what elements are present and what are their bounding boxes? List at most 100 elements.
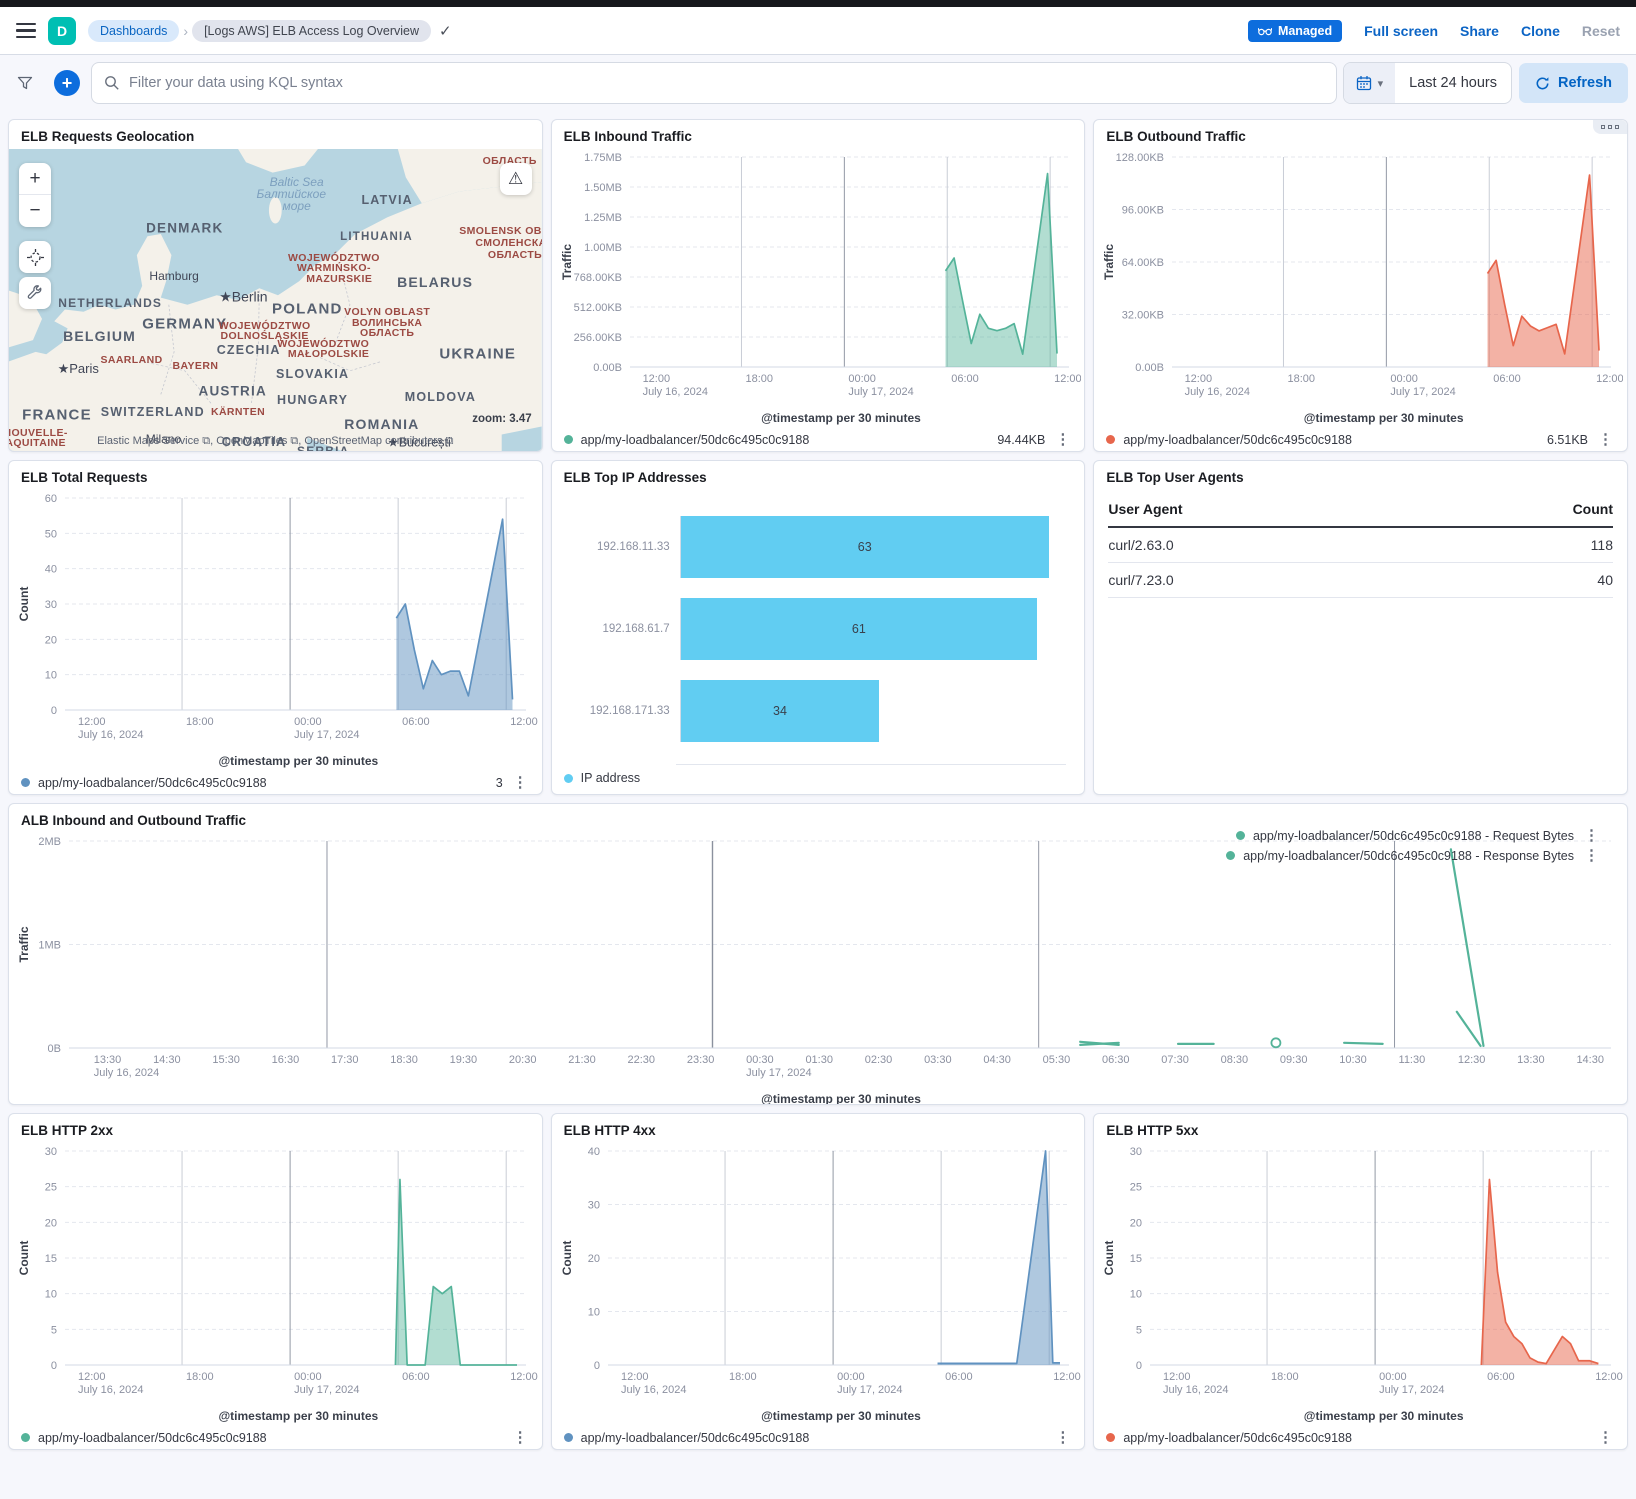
legend-kebab-icon[interactable]: ⋮ [1598,1429,1613,1446]
managed-badge[interactable]: Managed [1247,19,1343,42]
inbound-traffic-chart[interactable]: 0.00B 256.00KB 512.00KB 768.00KB 1.00MB 1.25M… [556,147,1082,410]
svg-text:July 17, 2024: July 17, 2024 [837,1384,902,1396]
svg-text:05:30: 05:30 [1043,1054,1071,1066]
series-label[interactable]: app/my-loadbalancer/50dc6c495c0c9188 [580,1430,810,1445]
panel-title[interactable]: ELB HTTP 4xx [563,1123,656,1138]
svg-text:12:00: 12:00 [510,716,538,728]
breadcrumb-dashboards[interactable]: Dashboards [88,19,180,42]
reset-button[interactable]: Reset [1581,22,1620,39]
total-requests-chart[interactable]: 0 10 20 30 40 50 60 12:00 July 16, 2024 18:00 00:0… [13,488,538,753]
svg-text:1MB: 1MB [38,940,61,952]
series-label[interactable]: app/my-loadbalancer/50dc6c495c0c9188 [1123,432,1352,447]
panel-title[interactable]: ALB Inbound and Outbound Traffic [21,813,246,828]
chart-canvas[interactable]: 0.00B32.00KB64.00KB96.00KB128.00KB12:00J… [1098,147,1624,405]
http-2xx-chart[interactable]: 0 5 10 15 20 25 30 12:00 July 16, 2024 18:00 00:00… [13,1141,538,1408]
svg-text:15: 15 [1130,1253,1142,1265]
legend-kebab-icon[interactable]: ⋮ [1055,431,1071,448]
set-view-button[interactable] [19,241,51,273]
map-warning-button[interactable]: ⚠ [499,163,532,195]
svg-text:July 16, 2024: July 16, 2024 [94,1067,159,1079]
x-axis-title: @timestamp per 30 minutes [218,754,379,768]
series-label[interactable]: app/my-loadbalancer/50dc6c495c0c9188 - R… [1243,848,1574,863]
check-icon[interactable]: ✓ [439,22,452,40]
kql-search-bar[interactable] [92,63,1336,103]
alb-chart-legend: app/my-loadbalancer/50dc6c495c0c9188 - R… [1226,828,1601,863]
map-attribution[interactable]: Elastic Maps Service ⧉, OpenMapTiles ⧉, … [97,435,454,447]
legend-kebab-icon[interactable]: ⋮ [1598,431,1613,448]
filter-icon [17,76,33,90]
svg-text:04:30: 04:30 [983,1054,1011,1066]
series-label[interactable]: app/my-loadbalancer/50dc6c495c0c9188 [38,775,267,790]
svg-text:July 16, 2024: July 16, 2024 [1185,386,1250,398]
series-label[interactable]: app/my-loadbalancer/50dc6c495c0c9188 [38,1430,267,1445]
series-value: 3 [495,775,503,790]
svg-text:60: 60 [45,493,57,505]
time-picker-calendar-button[interactable]: ▾ [1343,63,1396,103]
refresh-button[interactable]: Refresh [1519,63,1628,103]
svg-text:00:30: 00:30 [746,1054,774,1066]
alb-traffic-chart[interactable]: 0B 1MB 2MB 13:30 July 16, 2024 14:30 15:30 16:3… [13,831,1623,1091]
clone-button[interactable]: Clone [1520,22,1560,39]
time-range-value[interactable]: Last 24 hours [1409,75,1497,91]
bar[interactable]: 63 [680,516,1049,578]
x-axis-title: @timestamp per 30 minutes [761,411,921,425]
column-header[interactable]: Count [1572,501,1613,517]
bar[interactable]: 34 [680,680,880,742]
bar-row: 192.168.171.33 34 [558,680,1067,742]
http-5xx-chart[interactable]: 0 5 10 15 20 25 30 12:00 July 16, 2024 18:00 00:00… [1098,1141,1623,1408]
menu-icon[interactable] [16,22,36,39]
outbound-traffic-chart[interactable]: 0.00B 32.00KB 64.00KB 96.00KB 128.00KB 12:00 J… [1098,147,1624,410]
filter-button[interactable] [8,66,42,100]
chart-canvas[interactable]: 0.00B 256.00KB 512.00KB 768.00KB 1.00MB 1.25M… [556,147,1082,405]
series-label[interactable]: app/my-loadbalancer/50dc6c495c0c9188 - R… [1252,828,1574,843]
svg-text:03:30: 03:30 [924,1054,952,1066]
series-label[interactable]: IP address [580,771,641,785]
http-4xx-chart[interactable]: 0 10 20 30 40 12:00 July 16, 2024 18:00 00:00 Jul… [556,1141,1081,1408]
legend-kebab-icon[interactable]: ⋮ [512,1429,528,1446]
legend-kebab-icon[interactable]: ⋮ [1584,827,1599,844]
calendar-icon [1356,76,1371,91]
search-input[interactable] [129,75,1324,91]
legend-kebab-icon[interactable]: ⋮ [1584,847,1599,864]
panel-title[interactable]: ELB HTTP 5xx [1106,1123,1199,1138]
bar-row: 192.168.11.33 63 [558,516,1067,578]
legend-kebab-icon[interactable]: ⋮ [1055,1429,1071,1446]
panel-title[interactable]: ELB Top User Agents [1106,470,1244,485]
svg-text:22:30: 22:30 [628,1054,656,1066]
svg-text:July 16, 2024: July 16, 2024 [1163,1384,1228,1396]
panel-title[interactable]: ELB Requests Geolocation [21,129,195,144]
svg-text:Traffic: Traffic [560,244,574,280]
series-label[interactable]: app/my-loadbalancer/50dc6c495c0c9188 [1123,1430,1352,1445]
map-tools-button[interactable] [19,277,51,309]
panel-title[interactable]: ELB Total Requests [21,470,148,485]
panel-elb-top-ip-addresses: ELB Top IP Addresses 192.168.11.33 63 19… [550,460,1086,795]
panel-elb-http-5xx: ELB HTTP 5xx 0 5 10 15 20 25 30 12:00 July 16, 2… [1093,1113,1628,1450]
panel-title[interactable]: ELB HTTP 2xx [21,1123,114,1138]
geo-map[interactable]: ОБЛАСТЬ Baltic Sea Балтийское море LATVIA DEN… [9,149,542,451]
add-filter-button[interactable]: + [50,66,84,100]
svg-text:5: 5 [51,1324,57,1336]
fullscreen-button[interactable]: Full screen [1364,22,1439,39]
panel-title[interactable]: ELB Top IP Addresses [563,470,707,485]
panel-title[interactable]: ELB Inbound Traffic [563,129,692,144]
panel-title[interactable]: ELB Outbound Traffic [1106,129,1246,144]
svg-text:10: 10 [587,1307,599,1319]
bar[interactable]: 61 [680,598,1038,660]
breadcrumb-current[interactable]: [Logs AWS] ELB Access Log Overview [192,19,431,42]
svg-text:11:30: 11:30 [1399,1054,1426,1066]
svg-text:Count: Count [1102,1241,1116,1276]
zoom-out-button[interactable]: − [29,200,41,221]
legend-kebab-icon[interactable]: ⋮ [512,774,528,791]
column-header[interactable]: User Agent [1108,501,1183,517]
svg-text:12:00: 12:00 [642,373,670,385]
space-avatar[interactable]: D [48,16,76,45]
panel-options-icon[interactable] [1593,120,1627,134]
zoom-in-button[interactable]: + [19,163,51,195]
share-button[interactable]: Share [1460,22,1499,39]
series-label[interactable]: app/my-loadbalancer/50dc6c495c0c9188 [580,432,810,447]
